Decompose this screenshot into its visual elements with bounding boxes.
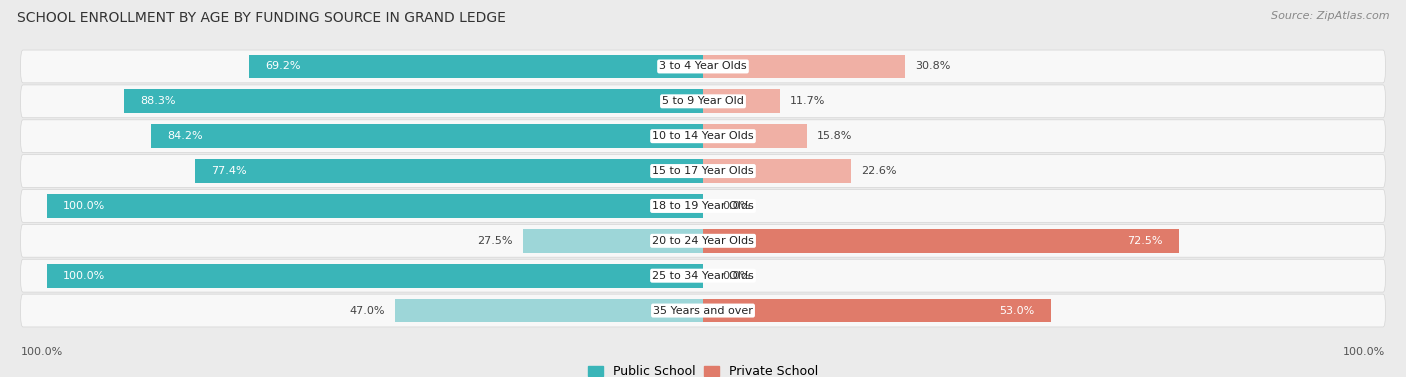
- Bar: [703, 159, 851, 183]
- Text: SCHOOL ENROLLMENT BY AGE BY FUNDING SOURCE IN GRAND LEDGE: SCHOOL ENROLLMENT BY AGE BY FUNDING SOUR…: [17, 11, 506, 25]
- Text: 100.0%: 100.0%: [63, 271, 105, 281]
- Text: 100.0%: 100.0%: [1343, 347, 1385, 357]
- Bar: [124, 89, 703, 113]
- Text: 15.8%: 15.8%: [817, 131, 852, 141]
- Legend: Public School, Private School: Public School, Private School: [582, 360, 824, 377]
- Bar: [703, 299, 1050, 322]
- Text: 88.3%: 88.3%: [141, 96, 176, 106]
- Text: 10 to 14 Year Olds: 10 to 14 Year Olds: [652, 131, 754, 141]
- Text: 11.7%: 11.7%: [790, 96, 825, 106]
- Text: 35 Years and over: 35 Years and over: [652, 305, 754, 316]
- FancyBboxPatch shape: [21, 224, 1385, 257]
- Text: 100.0%: 100.0%: [63, 201, 105, 211]
- Text: 20 to 24 Year Olds: 20 to 24 Year Olds: [652, 236, 754, 246]
- Text: 30.8%: 30.8%: [915, 61, 950, 72]
- Text: 84.2%: 84.2%: [167, 131, 202, 141]
- Text: 25 to 34 Year Olds: 25 to 34 Year Olds: [652, 271, 754, 281]
- Text: 22.6%: 22.6%: [860, 166, 897, 176]
- Text: 5 to 9 Year Old: 5 to 9 Year Old: [662, 96, 744, 106]
- Text: 15 to 17 Year Olds: 15 to 17 Year Olds: [652, 166, 754, 176]
- FancyBboxPatch shape: [21, 155, 1385, 187]
- Bar: [46, 194, 703, 218]
- Bar: [703, 229, 1178, 253]
- Bar: [150, 124, 703, 148]
- Bar: [395, 299, 703, 322]
- Bar: [195, 159, 703, 183]
- Bar: [523, 229, 703, 253]
- FancyBboxPatch shape: [21, 120, 1385, 153]
- Text: 47.0%: 47.0%: [349, 305, 385, 316]
- Text: 18 to 19 Year Olds: 18 to 19 Year Olds: [652, 201, 754, 211]
- FancyBboxPatch shape: [21, 259, 1385, 292]
- Text: 53.0%: 53.0%: [1000, 305, 1035, 316]
- FancyBboxPatch shape: [21, 190, 1385, 222]
- FancyBboxPatch shape: [21, 50, 1385, 83]
- Bar: [46, 264, 703, 288]
- Text: 72.5%: 72.5%: [1126, 236, 1163, 246]
- Text: 0.0%: 0.0%: [723, 201, 751, 211]
- Text: 69.2%: 69.2%: [266, 61, 301, 72]
- Bar: [703, 55, 905, 78]
- Text: 100.0%: 100.0%: [21, 347, 63, 357]
- Text: Source: ZipAtlas.com: Source: ZipAtlas.com: [1271, 11, 1389, 21]
- Text: 3 to 4 Year Olds: 3 to 4 Year Olds: [659, 61, 747, 72]
- Text: 77.4%: 77.4%: [211, 166, 247, 176]
- Bar: [703, 89, 780, 113]
- FancyBboxPatch shape: [21, 85, 1385, 118]
- Bar: [249, 55, 703, 78]
- Text: 27.5%: 27.5%: [477, 236, 513, 246]
- Bar: [703, 124, 807, 148]
- FancyBboxPatch shape: [21, 294, 1385, 327]
- Text: 0.0%: 0.0%: [723, 271, 751, 281]
